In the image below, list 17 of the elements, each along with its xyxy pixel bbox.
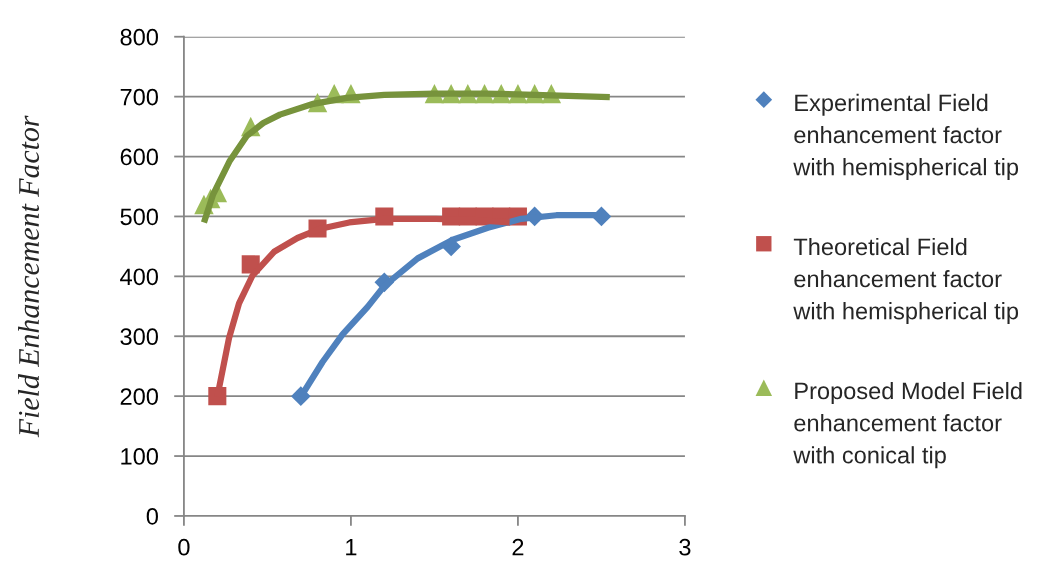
y-tick-label: 100	[121, 448, 158, 465]
y-tick-label: 200	[120, 388, 158, 405]
x-tick-label: 1	[346, 539, 357, 556]
y-tick-label: 700	[120, 88, 158, 106]
y-tick-label: 300	[120, 328, 158, 346]
y-axis-title: Field Enhancement Factor	[18, 115, 40, 438]
y-tick-label: 800	[120, 28, 158, 46]
legend-label: Experimental Field enhancement factor with hemispherical tip	[793, 93, 1019, 181]
x-tick-label: 0	[178, 538, 190, 556]
y-tick-label: 0	[146, 508, 158, 525]
y-tick-label: 600	[120, 148, 158, 166]
y-tick-label: 400	[120, 268, 158, 286]
legend-label: Theoretical Field enhancement factor with hemispherical tip	[793, 237, 1019, 325]
x-tick-label: 2	[512, 538, 524, 556]
x-tick-label: 3	[679, 538, 691, 556]
y-tick-label: 500	[120, 208, 158, 226]
legend-label: Proposed Model Field enhancement factor with conical tip	[793, 381, 1022, 469]
